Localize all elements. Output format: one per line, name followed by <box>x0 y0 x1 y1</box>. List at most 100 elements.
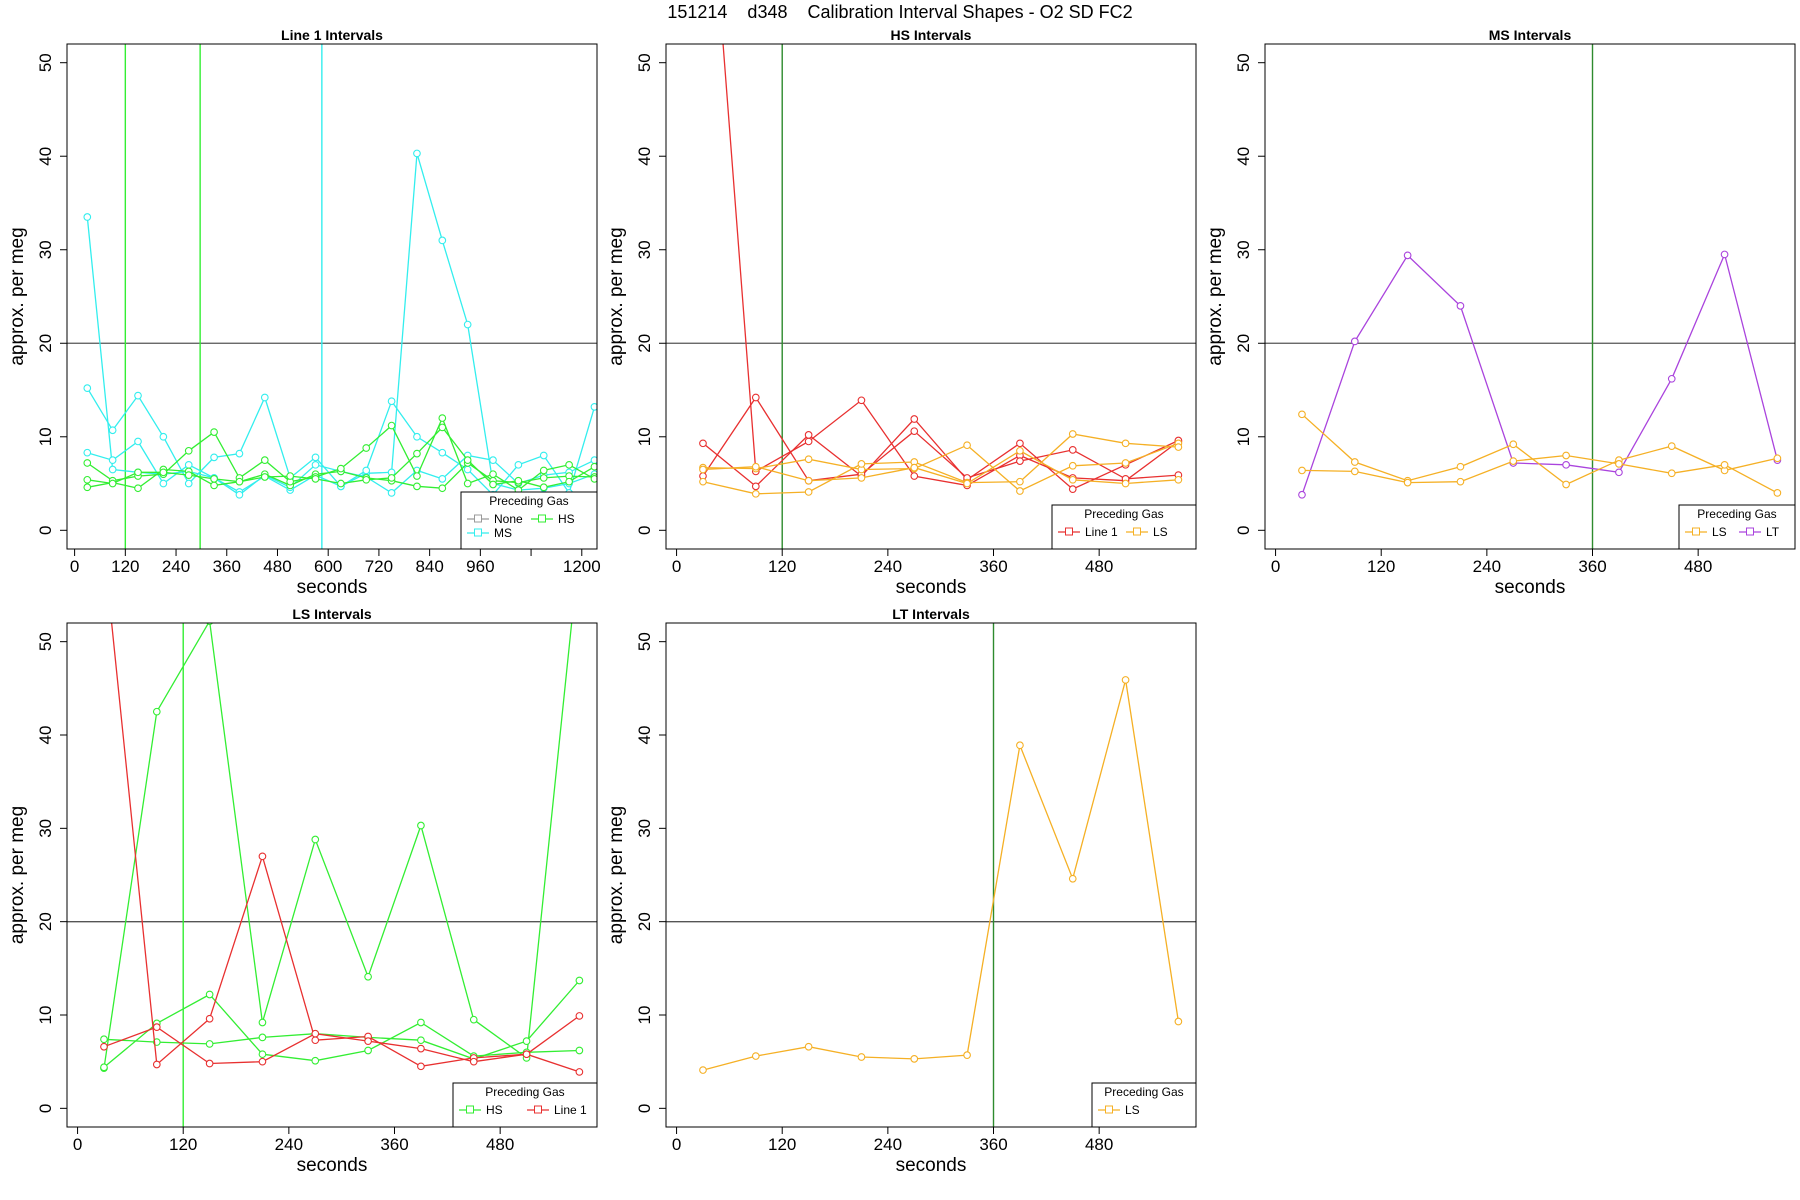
x-axis: 0 120 240 360 480 seconds <box>672 1127 1113 1176</box>
data-point <box>311 453 320 462</box>
y-tick-label: 40 <box>36 726 55 745</box>
panel-title: LT Intervals <box>892 606 970 622</box>
x-tick-label: 720 <box>365 557 393 576</box>
data-point <box>260 456 269 465</box>
y-tick-label: 50 <box>36 632 55 651</box>
data-point <box>260 393 269 402</box>
data-point <box>1016 477 1024 486</box>
data-point <box>362 475 371 484</box>
y-axis: 0 10 20 30 40 50 approx. per meg <box>7 632 67 1113</box>
data-point <box>699 477 707 486</box>
data-point <box>1456 477 1465 486</box>
data-point <box>134 484 142 493</box>
legend-entry-label: HS <box>558 512 575 526</box>
data-point <box>235 477 244 486</box>
data-point <box>311 1036 320 1045</box>
data-point <box>1016 439 1024 448</box>
data-point <box>963 479 971 488</box>
plot-area <box>67 44 597 549</box>
data-point <box>205 1014 214 1023</box>
data-point <box>522 1050 531 1059</box>
legend-box <box>460 491 598 550</box>
legend-entry-hs: HS <box>531 512 575 526</box>
data-point <box>184 471 193 479</box>
data-point <box>337 479 345 488</box>
x-tick-label: 360 <box>213 557 241 576</box>
data-point <box>438 484 447 493</box>
data-point <box>134 437 142 446</box>
legend-title: Preceding Gas <box>485 1085 564 1099</box>
panel-title: MS Intervals <box>1489 27 1572 43</box>
data-point <box>1562 460 1570 469</box>
y-tick-label: 30 <box>36 240 55 259</box>
data-point <box>1068 874 1077 883</box>
data-point <box>83 475 92 484</box>
legend-entry-label: Line 1 <box>554 1103 587 1117</box>
data-point <box>565 460 573 469</box>
series-line-ls <box>702 433 1179 495</box>
data-point <box>575 1068 584 1076</box>
data-point <box>364 1046 372 1055</box>
plot-frame <box>665 43 1197 550</box>
panel-ls-intervals: LS Intervals 0 10 20 30 40 50 approx. per meg 0 1… <box>7 606 598 1176</box>
legend-entry-label: LT <box>1766 525 1780 539</box>
data-point <box>857 1053 866 1061</box>
data-point <box>489 456 497 465</box>
x-tick-label: 480 <box>486 1135 514 1154</box>
data-point <box>1456 302 1465 310</box>
data-point <box>1068 485 1077 493</box>
data-point <box>134 468 142 477</box>
data-point <box>539 451 548 460</box>
data-point <box>1403 251 1412 260</box>
data-point <box>83 483 92 492</box>
data-point <box>387 397 396 406</box>
y-tick-label: 10 <box>1234 427 1253 446</box>
x-tick-label: 360 <box>979 557 1007 576</box>
data-point <box>1174 1017 1183 1026</box>
x-tick-label: 240 <box>162 557 190 576</box>
x-tick-label: 240 <box>1473 557 1501 576</box>
legend-entry-label: MS <box>494 526 512 540</box>
data-point <box>100 1042 108 1051</box>
data-point <box>804 437 813 446</box>
legend-entry-ls: LS <box>1126 525 1168 539</box>
plot-frame <box>665 622 1197 1128</box>
data-point <box>311 475 320 483</box>
legend-title: Preceding Gas <box>1104 1085 1183 1099</box>
x-tick-label: 360 <box>1578 557 1606 576</box>
series-line-ls <box>702 450 1179 485</box>
y-tick-label: 20 <box>36 334 55 353</box>
data-point <box>590 403 597 411</box>
data-point <box>417 1036 425 1045</box>
y-tick-label: 0 <box>635 1104 654 1113</box>
legend-title: Preceding Gas <box>1697 507 1776 521</box>
series-line-line-1 <box>110 623 580 1067</box>
x-tick-label: 0 <box>73 1135 82 1154</box>
legend-entry-label: HS <box>486 1103 503 1117</box>
data-point <box>387 489 396 497</box>
data-point <box>413 482 421 491</box>
data-point <box>1016 446 1024 455</box>
series-line-ls <box>1301 413 1778 486</box>
data-point <box>337 464 345 473</box>
data-point <box>857 474 866 482</box>
data-point <box>417 1044 425 1053</box>
data-point <box>205 990 214 999</box>
panel-line-1-intervals: Line 1 Intervals 0 10 20 30 40 50 approx. per m… <box>7 27 601 598</box>
y-axis-label: approx. per meg <box>7 806 28 944</box>
data-point <box>575 976 584 985</box>
series-line-hs <box>103 993 580 1068</box>
data-point <box>1174 475 1183 484</box>
x-axis-label: seconds <box>896 577 967 598</box>
data-point <box>1121 459 1130 467</box>
x-axis-label: seconds <box>896 1155 967 1176</box>
data-point <box>134 391 142 400</box>
data-point <box>152 1023 161 1031</box>
panel-title: LS Intervals <box>292 606 372 622</box>
data-point <box>857 396 866 405</box>
data-point <box>413 149 421 158</box>
data-point <box>311 1029 320 1038</box>
legend-entry-line-1: Line 1 <box>1058 525 1118 539</box>
data-point <box>1562 480 1570 489</box>
plot-area <box>666 44 1196 549</box>
